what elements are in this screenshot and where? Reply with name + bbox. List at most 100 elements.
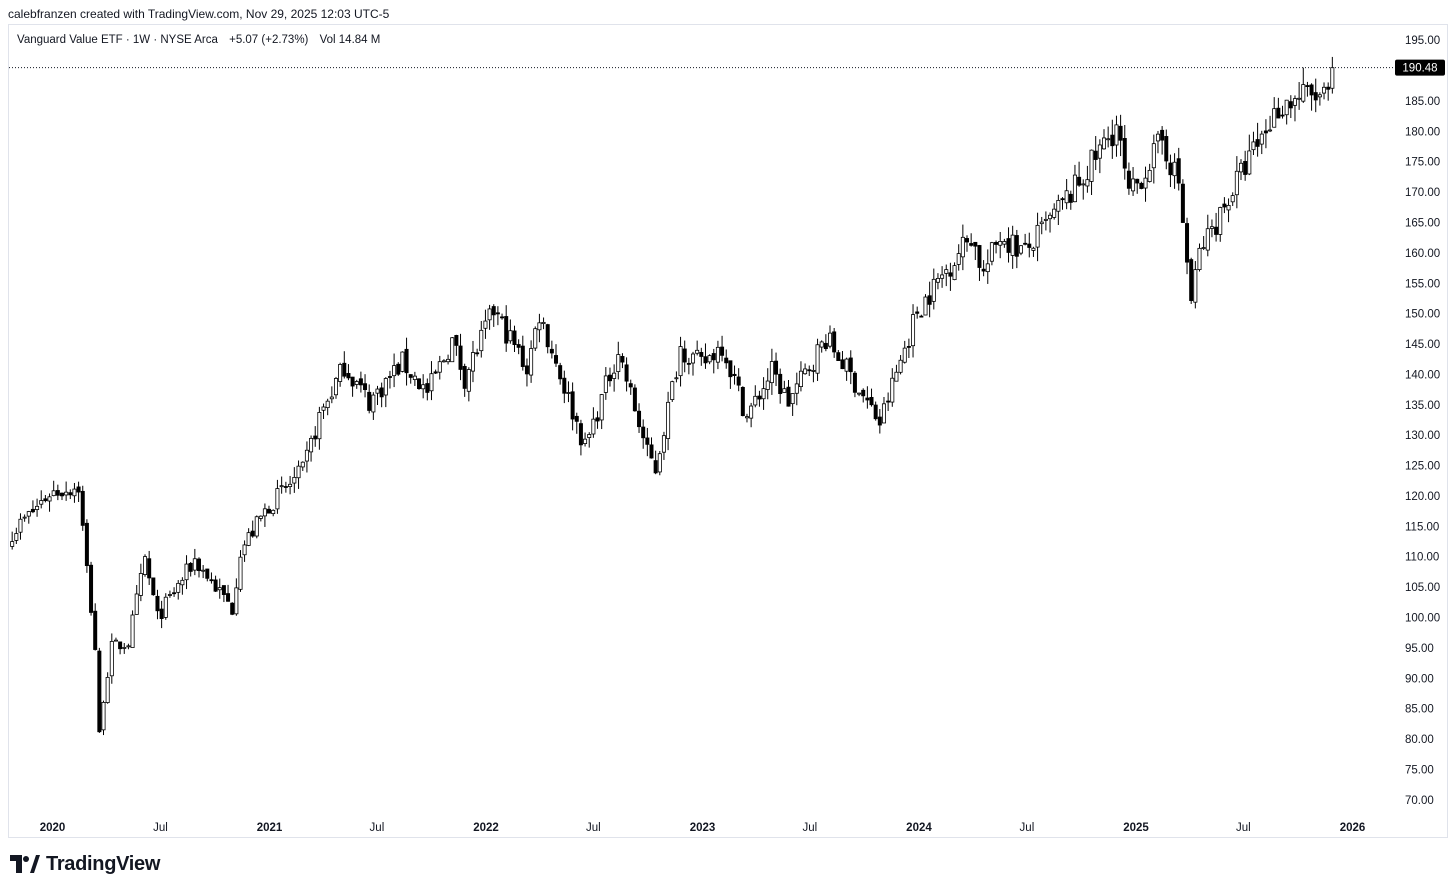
price-axis-tick: 105.00 [1405, 582, 1440, 594]
price-tag-label: 190.48 [1402, 63, 1437, 75]
candle-body [479, 329, 484, 352]
time-axis[interactable]: 2020 Jul 2021 Jul 2022 Jul 2023 Jul 2024 Jul 2025 J… [40, 822, 1366, 834]
candle-body [554, 355, 559, 364]
candle-body [1122, 138, 1127, 169]
candle-body [1064, 190, 1069, 204]
candle-body [1043, 218, 1048, 221]
candle-body [736, 376, 741, 386]
price-axis[interactable]: 195.00190.00185.00180.00175.00170.00165.… [1405, 35, 1440, 807]
candle-body [790, 393, 795, 405]
candle-body [886, 400, 891, 403]
candle-body [1209, 226, 1214, 229]
candle-body [562, 377, 567, 394]
candle-body [637, 410, 642, 428]
candle-body [64, 491, 69, 496]
candle-body [753, 395, 758, 406]
candle-body [940, 274, 945, 279]
candle-body [653, 460, 658, 474]
tradingview-brand[interactable]: TradingView [10, 852, 160, 876]
candle-body [350, 376, 355, 387]
price-axis-tick: 175.00 [1405, 157, 1440, 169]
candle-body [529, 348, 534, 376]
candle-body [262, 508, 267, 517]
candle-body [371, 394, 376, 413]
candle-body [1056, 200, 1061, 212]
candle-body [10, 541, 15, 547]
candle-body [877, 416, 882, 426]
time-axis-label: 2020 [40, 822, 66, 834]
candle-body [68, 492, 73, 496]
candle-body [1239, 162, 1244, 173]
candle-body [852, 372, 857, 393]
chart-panel[interactable]: 195.00190.00185.00180.00175.00170.00165.… [8, 24, 1448, 838]
candle-body [500, 316, 505, 319]
candle-body [1014, 235, 1019, 257]
candle-body [51, 490, 56, 497]
candle-body [412, 375, 417, 381]
candle-body [1330, 67, 1335, 89]
candle-body [408, 374, 413, 378]
candle-body [1172, 161, 1177, 177]
price-axis-tick: 80.00 [1405, 734, 1434, 746]
candle-body [1205, 228, 1210, 251]
candle-body [354, 381, 359, 385]
candle-body [26, 511, 31, 517]
candle-body [309, 437, 314, 453]
candle-body [1280, 114, 1285, 117]
candle-body [857, 392, 862, 395]
tradingview-logo-icon [10, 855, 40, 873]
candle-body [890, 377, 895, 403]
candle-body [234, 587, 239, 615]
candle-body [1284, 99, 1289, 116]
candle-body [1185, 223, 1190, 263]
candle-body [89, 564, 94, 613]
candle-body [931, 278, 936, 302]
candle-body [786, 386, 791, 407]
candle-body [22, 516, 27, 519]
candle-body [711, 353, 716, 361]
candle-body [728, 360, 733, 378]
candlestick-chart[interactable]: 195.00190.00185.00180.00175.00170.00165.… [9, 25, 1449, 839]
candle-body [1168, 162, 1173, 176]
candle-body [313, 435, 318, 440]
candle-body [151, 577, 156, 596]
candle-body [520, 345, 525, 367]
candle-body [740, 386, 745, 417]
candle-body [446, 358, 451, 363]
candle-body [1102, 137, 1107, 150]
candle-body [674, 377, 679, 380]
candle-body [512, 330, 517, 346]
candle-body [43, 498, 48, 502]
price-tag-bg [1395, 59, 1445, 76]
candle-body [1048, 214, 1053, 220]
time-axis-label: 2025 [1123, 822, 1149, 834]
candle-body [1027, 243, 1032, 248]
candle-body [1114, 124, 1119, 146]
candle-body [30, 508, 35, 513]
candle-body [699, 352, 704, 357]
candle-body [1247, 150, 1252, 175]
candle-body [1222, 203, 1227, 208]
candle-body [1131, 178, 1136, 192]
price-axis-tick: 75.00 [1405, 764, 1434, 776]
candle-body [832, 331, 837, 353]
candle-body [375, 388, 380, 394]
candle-body [387, 376, 392, 378]
candle-body [1097, 144, 1102, 159]
candle-body [952, 265, 957, 281]
candle-body [196, 558, 201, 572]
candle-body [300, 461, 305, 468]
price-axis-tick: 185.00 [1405, 96, 1440, 108]
candle-body [134, 593, 139, 615]
candle-body [566, 392, 571, 394]
candle-body [1135, 178, 1140, 184]
candle-body [765, 380, 770, 390]
candle-body [1031, 247, 1036, 251]
candle-body [1193, 269, 1198, 303]
price-axis-tick: 170.00 [1405, 187, 1440, 199]
candle-body [1093, 150, 1098, 160]
legend-symbol: Vanguard Value ETF · 1W · NYSE Arca [17, 34, 219, 46]
candle-body [118, 641, 123, 650]
price-axis-tick: 110.00 [1405, 552, 1439, 564]
candle-body [266, 508, 271, 514]
